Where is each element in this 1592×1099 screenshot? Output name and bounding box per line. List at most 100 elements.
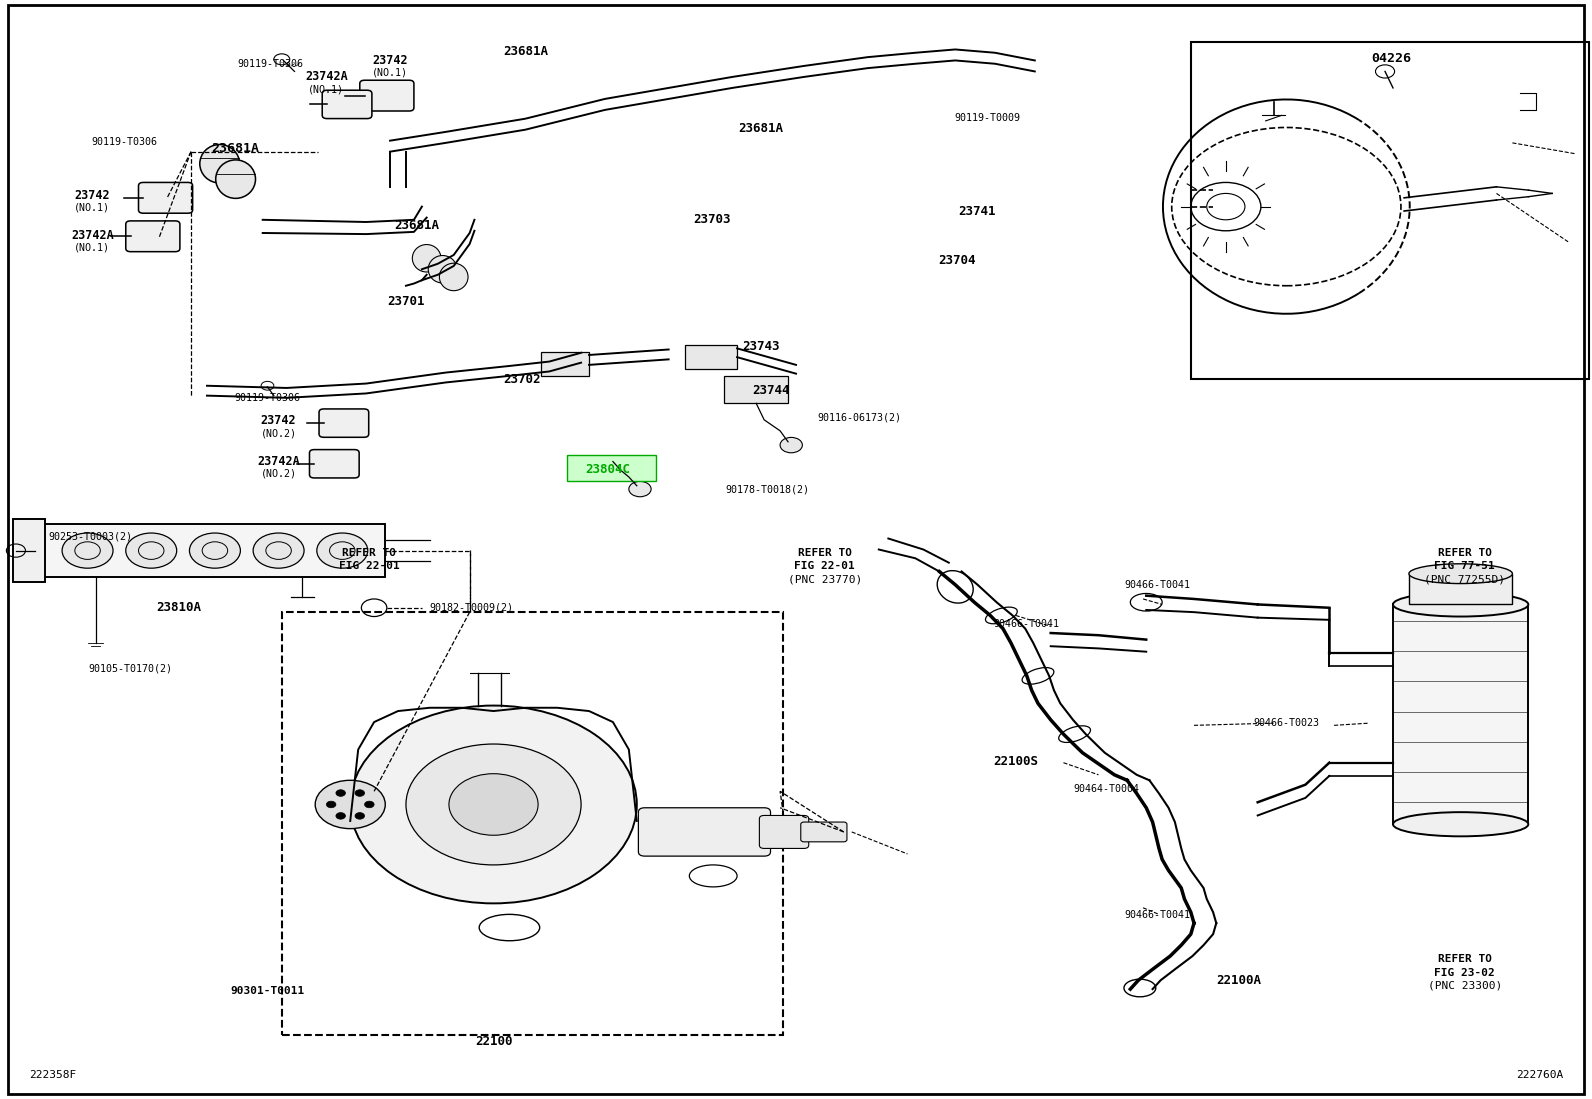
FancyBboxPatch shape — [360, 80, 414, 111]
Text: (NO.1): (NO.1) — [373, 67, 408, 78]
Text: 90466-T0023: 90466-T0023 — [1253, 718, 1320, 729]
Text: 22100S: 22100S — [993, 755, 1038, 768]
Text: FIG 77-51: FIG 77-51 — [1434, 560, 1495, 571]
Text: 23742A: 23742A — [306, 70, 347, 84]
Text: (NO.2): (NO.2) — [261, 468, 296, 479]
Text: FIG 22-01: FIG 22-01 — [339, 560, 400, 571]
Text: 23804C: 23804C — [586, 463, 630, 476]
Bar — [1409, 574, 1512, 604]
Text: 90119-T0306: 90119-T0306 — [234, 392, 301, 403]
FancyBboxPatch shape — [638, 808, 771, 856]
Text: FIG 23-02: FIG 23-02 — [1434, 967, 1495, 978]
Circle shape — [336, 812, 345, 819]
Bar — [1393, 604, 1528, 824]
Circle shape — [355, 790, 365, 797]
Bar — [1191, 42, 1589, 379]
Circle shape — [62, 533, 113, 568]
Circle shape — [449, 774, 538, 835]
FancyBboxPatch shape — [322, 90, 373, 119]
FancyBboxPatch shape — [139, 182, 193, 213]
Text: (NO.1): (NO.1) — [75, 202, 110, 213]
Circle shape — [350, 706, 637, 903]
Text: 90178-T0018(2): 90178-T0018(2) — [726, 484, 809, 495]
FancyBboxPatch shape — [126, 221, 180, 252]
Text: 22100: 22100 — [474, 1035, 513, 1048]
Text: 23742: 23742 — [373, 54, 408, 67]
Text: 90464-T0004: 90464-T0004 — [1073, 784, 1140, 795]
Text: 23742A: 23742A — [258, 455, 299, 468]
Circle shape — [253, 533, 304, 568]
Text: 90466-T0041: 90466-T0041 — [1124, 910, 1191, 921]
Text: (NO.1): (NO.1) — [75, 242, 110, 253]
Ellipse shape — [428, 256, 457, 282]
Text: 23810A: 23810A — [156, 601, 201, 614]
Bar — [282, 612, 783, 1035]
Text: 90253-T0003(2): 90253-T0003(2) — [49, 531, 132, 542]
Circle shape — [629, 481, 651, 497]
Bar — [541, 352, 589, 376]
Text: 23744: 23744 — [751, 384, 790, 397]
Text: 23742: 23742 — [261, 414, 296, 428]
Text: 23701: 23701 — [387, 295, 425, 308]
Text: 23742: 23742 — [75, 189, 110, 202]
Bar — [35, 524, 385, 577]
Text: 90119-T0306: 90119-T0306 — [237, 58, 304, 69]
Circle shape — [365, 801, 374, 808]
Circle shape — [126, 533, 177, 568]
Bar — [685, 345, 737, 369]
Text: 90119-T0306: 90119-T0306 — [91, 136, 158, 147]
Text: REFER TO: REFER TO — [1438, 954, 1492, 965]
Text: (PNC 23300): (PNC 23300) — [1428, 980, 1501, 991]
Text: 90301-T0011: 90301-T0011 — [231, 986, 304, 997]
Text: (PNC 77255D): (PNC 77255D) — [1425, 574, 1504, 585]
Text: 90466-T0041: 90466-T0041 — [1124, 579, 1191, 590]
Text: REFER TO: REFER TO — [798, 547, 852, 558]
FancyBboxPatch shape — [759, 815, 809, 848]
Circle shape — [780, 437, 802, 453]
Text: 90182-T0009(2): 90182-T0009(2) — [430, 602, 513, 613]
Text: 90116-06173(2): 90116-06173(2) — [818, 412, 901, 423]
Circle shape — [317, 533, 368, 568]
Circle shape — [355, 812, 365, 819]
Ellipse shape — [439, 264, 468, 290]
FancyBboxPatch shape — [801, 822, 847, 842]
Text: REFER TO: REFER TO — [342, 547, 396, 558]
Text: 90119-T0009: 90119-T0009 — [954, 112, 1020, 123]
Text: 04226: 04226 — [1371, 52, 1412, 65]
Text: (PNC 23770): (PNC 23770) — [788, 574, 861, 585]
Text: FIG 22-01: FIG 22-01 — [794, 560, 855, 571]
Text: 23741: 23741 — [958, 204, 997, 218]
Ellipse shape — [1393, 812, 1528, 836]
Bar — [724, 376, 788, 403]
Text: 222760A: 222760A — [1516, 1069, 1563, 1080]
Text: 23743: 23743 — [742, 340, 780, 353]
Text: 90105-T0170(2): 90105-T0170(2) — [89, 663, 172, 674]
Ellipse shape — [215, 160, 255, 198]
Text: 23703: 23703 — [693, 213, 731, 226]
Text: (NO.1): (NO.1) — [309, 84, 344, 95]
FancyBboxPatch shape — [567, 455, 656, 481]
FancyBboxPatch shape — [318, 409, 369, 437]
Text: 23681A: 23681A — [212, 142, 259, 155]
Circle shape — [326, 801, 336, 808]
Ellipse shape — [1409, 564, 1512, 584]
Circle shape — [189, 533, 240, 568]
Ellipse shape — [1393, 592, 1528, 617]
Text: 23681A: 23681A — [503, 45, 548, 58]
Text: 22100A: 22100A — [1216, 974, 1261, 987]
Text: 222358F: 222358F — [29, 1069, 76, 1080]
Text: 90466-T0041: 90466-T0041 — [993, 619, 1060, 630]
Text: 23742A: 23742A — [72, 229, 113, 242]
Circle shape — [315, 780, 385, 829]
Circle shape — [336, 790, 345, 797]
Text: 23704: 23704 — [938, 254, 976, 267]
Text: 23702: 23702 — [503, 373, 541, 386]
Text: REFER TO: REFER TO — [1438, 547, 1492, 558]
Text: 23681A: 23681A — [395, 219, 439, 232]
Bar — [13, 519, 45, 582]
Circle shape — [406, 744, 581, 865]
Text: 23681A: 23681A — [739, 122, 783, 135]
Ellipse shape — [412, 245, 441, 271]
Ellipse shape — [201, 144, 240, 182]
Text: (NO.2): (NO.2) — [261, 428, 296, 439]
